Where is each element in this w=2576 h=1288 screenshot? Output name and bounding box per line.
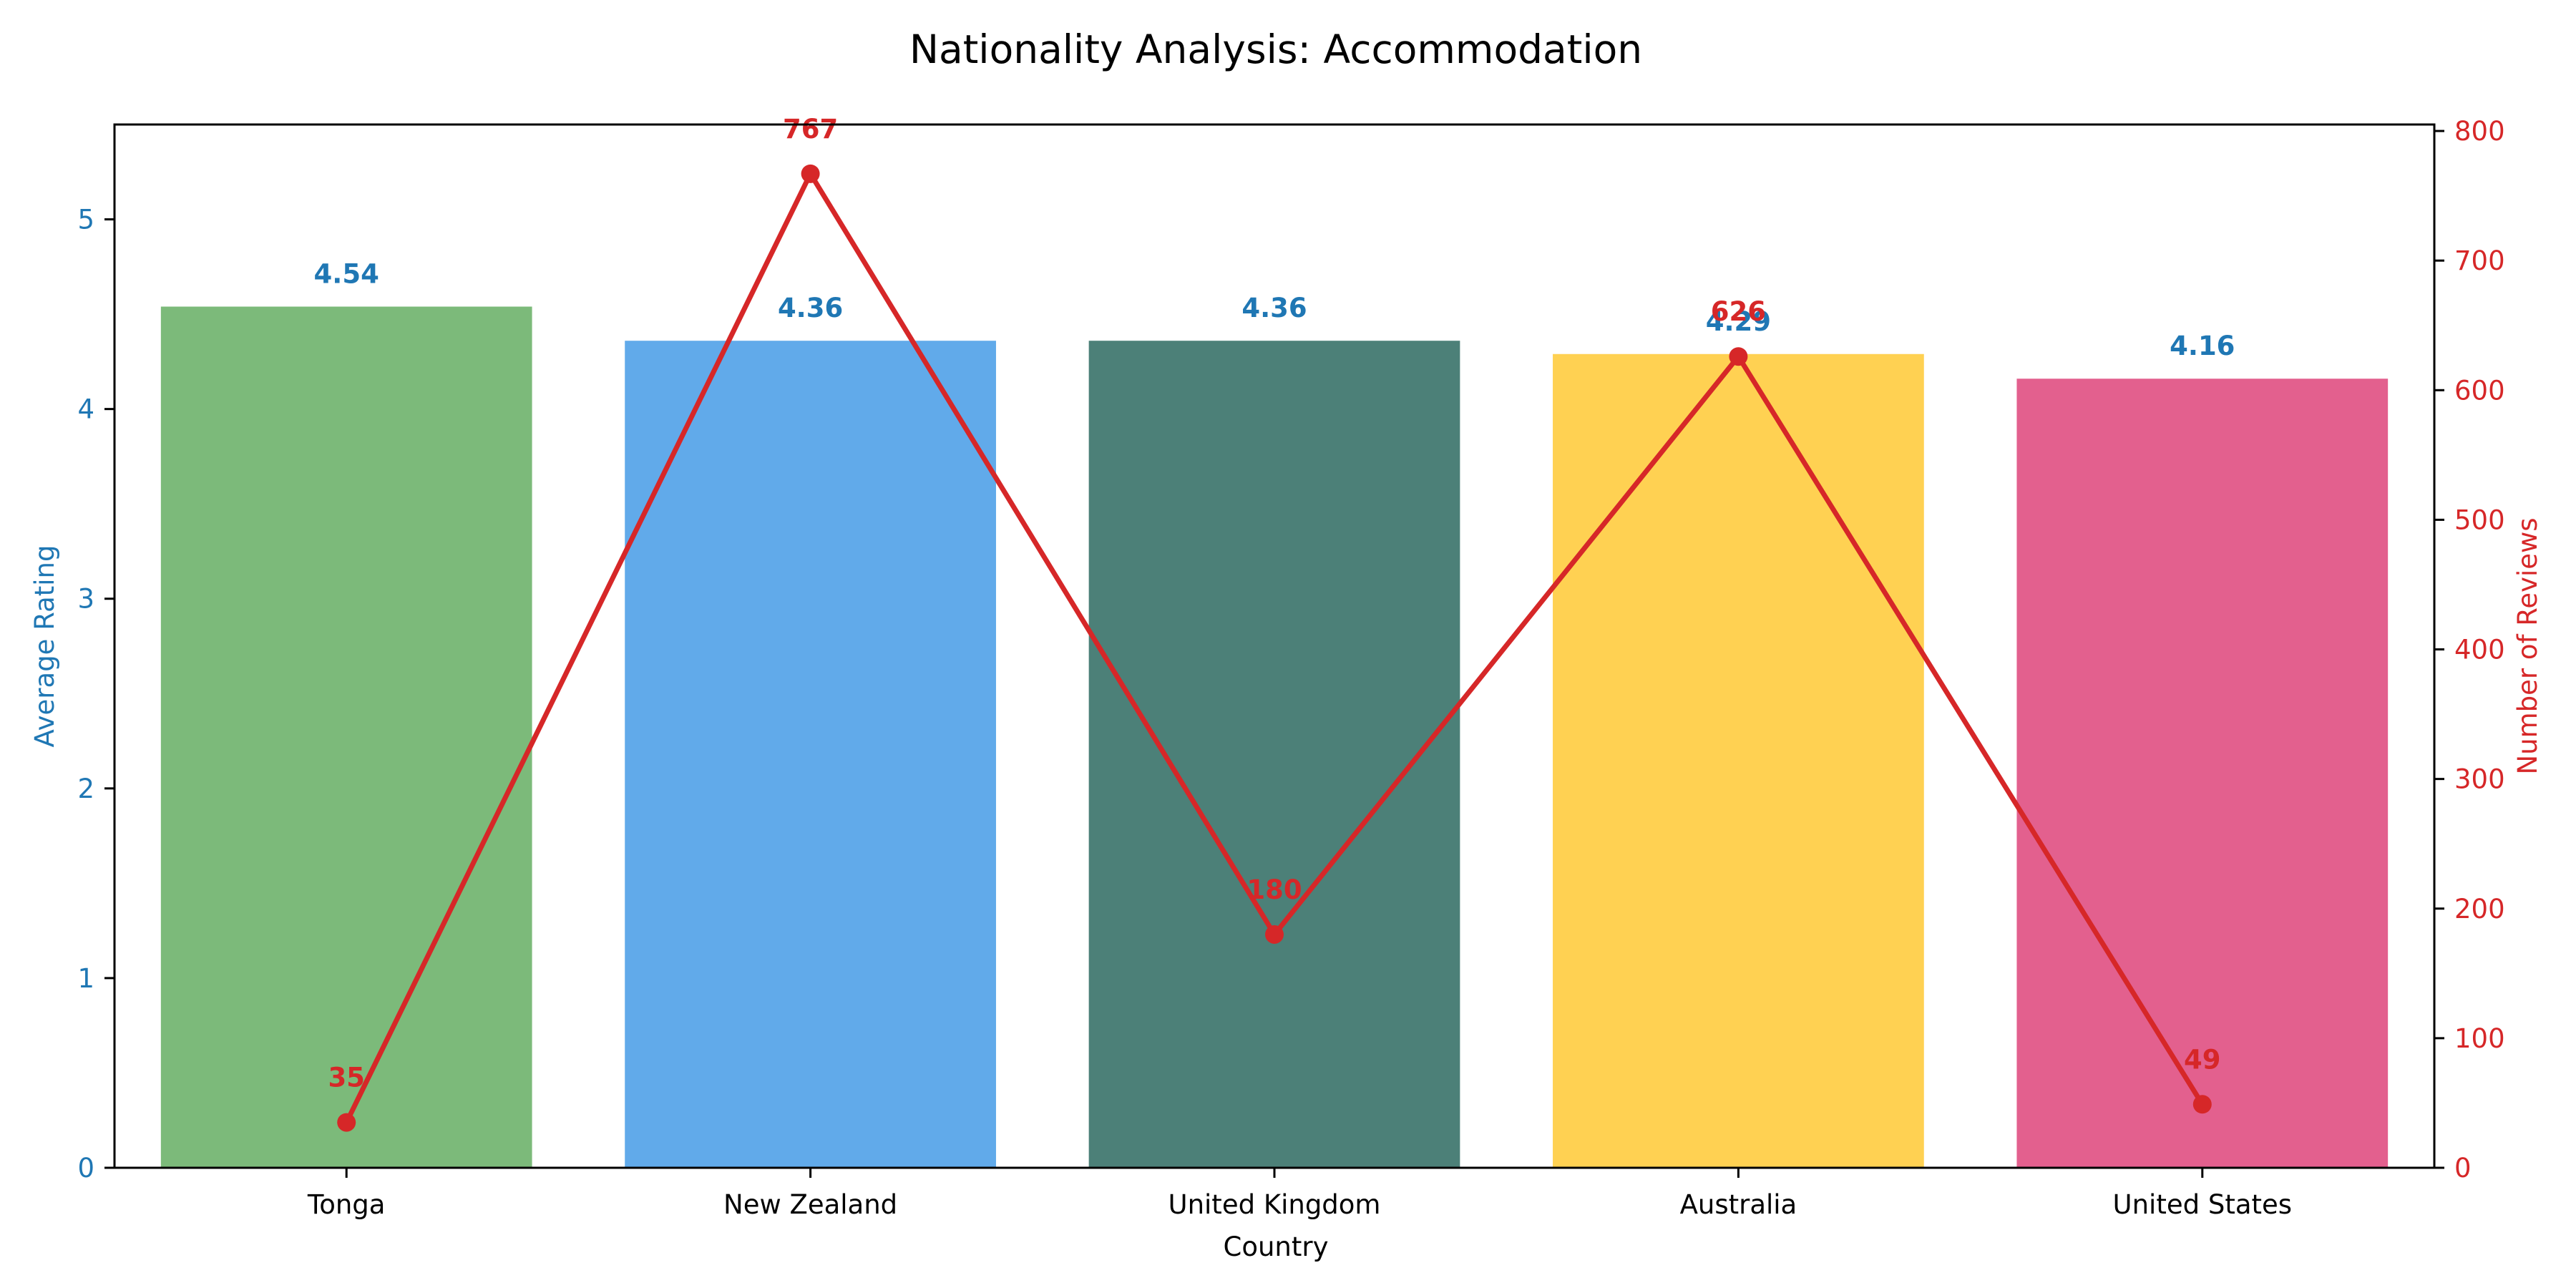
left-tick-label-3: 3 — [77, 584, 94, 615]
review-value-label-3: 626 — [1711, 296, 1766, 327]
left-tick-label-0: 0 — [77, 1153, 94, 1184]
review-point-1 — [801, 164, 820, 183]
review-value-label-1: 767 — [783, 114, 838, 145]
chart-title: Nationality Analysis: Accommodation — [909, 26, 1642, 72]
right-tick-label-4: 400 — [2454, 635, 2505, 665]
left-tick-label-5: 5 — [77, 205, 94, 235]
right-tick-label-0: 0 — [2454, 1153, 2472, 1184]
x-axis-title: Country — [1224, 1231, 1329, 1262]
x-tick-label-3: Australia — [1680, 1189, 1797, 1220]
right-tick-label-2: 200 — [2454, 894, 2505, 924]
bar-label-group: 4.54 4.36 4.36 4.29 4.16 — [314, 258, 2235, 361]
x-tick-label-2: United Kingdom — [1169, 1189, 1381, 1220]
bar-value-label-0: 4.54 — [314, 258, 379, 289]
review-point-0 — [337, 1113, 356, 1132]
right-tick-label-3: 300 — [2454, 764, 2505, 795]
bar-0 — [160, 306, 532, 1168]
review-value-label-4: 49 — [2184, 1044, 2221, 1075]
left-tick-label-2: 2 — [77, 774, 94, 804]
bar-value-label-1: 4.36 — [778, 293, 843, 323]
review-point-3 — [1729, 347, 1748, 366]
bar-value-label-2: 4.36 — [1241, 293, 1307, 323]
bar-1 — [625, 341, 996, 1169]
right-tick-label-7: 700 — [2454, 245, 2505, 276]
right-tick-label-8: 800 — [2454, 116, 2505, 147]
right-axis-ticks: 0 100 200 300 400 500 600 700 800 — [2434, 116, 2505, 1184]
x-tick-label-4: United States — [2113, 1189, 2293, 1220]
bar-group — [160, 306, 2389, 1169]
left-tick-label-1: 1 — [77, 963, 94, 994]
x-tick-label-1: New Zealand — [723, 1189, 897, 1220]
x-tick-label-0: Tonga — [307, 1189, 386, 1220]
right-tick-label-5: 500 — [2454, 504, 2505, 535]
review-line-group — [337, 164, 2212, 1132]
review-label-group: 35 767 180 626 49 — [328, 114, 2220, 1093]
left-axis-title: Average Rating — [29, 545, 60, 748]
right-tick-label-6: 600 — [2454, 375, 2505, 406]
review-value-label-0: 35 — [328, 1063, 365, 1093]
review-value-label-2: 180 — [1246, 874, 1302, 905]
bar-value-label-3: 4.29 — [1706, 306, 1771, 337]
x-axis-ticks: Tonga New Zealand United Kingdom Australia U… — [307, 1168, 2292, 1220]
bar-value-label-4: 4.16 — [2170, 331, 2235, 361]
right-axis-title: Number of Reviews — [2512, 517, 2543, 774]
bar-3 — [1553, 353, 1924, 1168]
bar-2 — [1088, 341, 1460, 1169]
bar-4 — [2016, 379, 2389, 1168]
left-axis-ticks: 0 1 2 3 4 5 — [77, 205, 114, 1184]
right-tick-label-1: 100 — [2454, 1023, 2505, 1054]
left-tick-label-4: 4 — [77, 394, 94, 425]
review-point-4 — [2192, 1095, 2212, 1114]
review-point-2 — [1265, 924, 1284, 944]
